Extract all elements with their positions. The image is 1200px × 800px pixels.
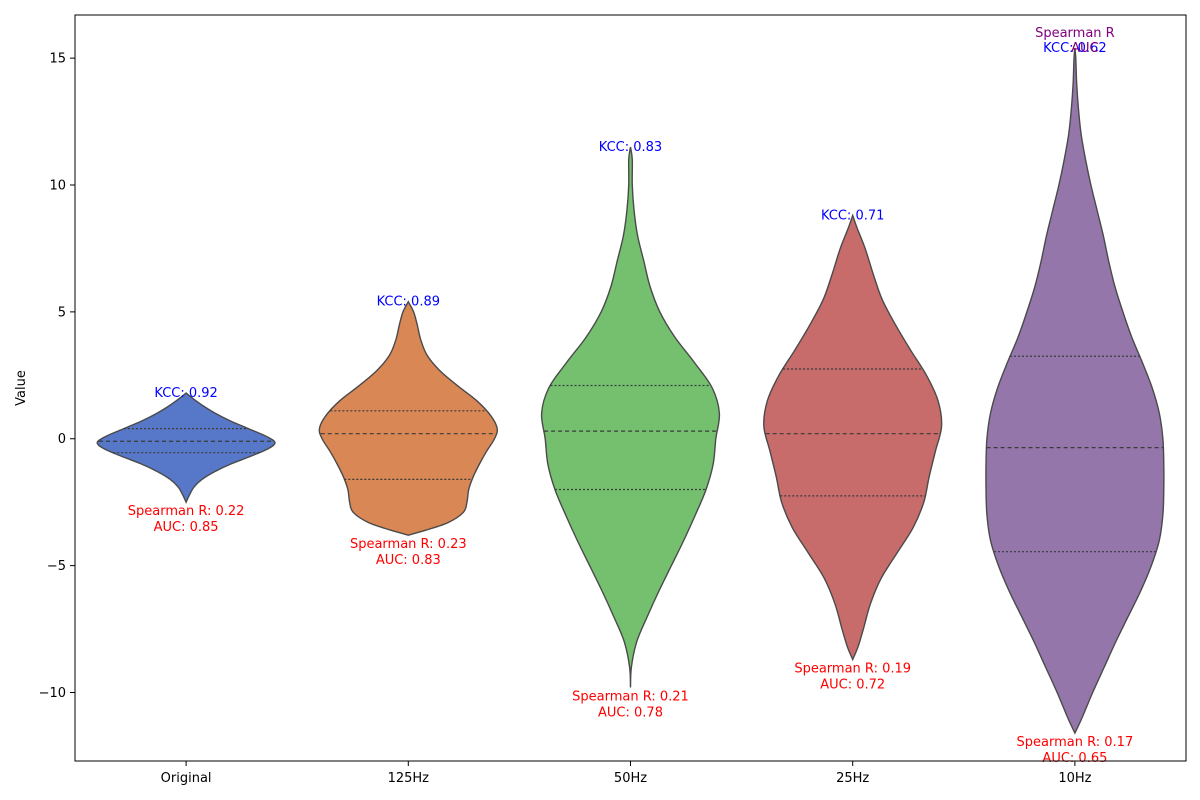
x-axis: Original 125Hz 50Hz 25Hz 10Hz <box>161 761 1092 786</box>
kcc-annotation: KCC: 0.92 <box>154 386 217 401</box>
auc-annotation: AUC: 0.65 <box>1042 751 1107 766</box>
violin-10hz <box>985 47 1165 735</box>
y-tick-label: 15 <box>49 52 66 67</box>
spearman-annotation: Spearman R: 0.17 <box>1017 735 1134 750</box>
violin-125hz <box>318 300 499 536</box>
y-tick-label: 5 <box>58 305 66 320</box>
y-axis-label: Value <box>14 370 29 406</box>
auc-annotation: AUC: 0.83 <box>376 553 441 568</box>
auc-annotation: AUC: 0.85 <box>154 520 219 535</box>
x-tick-label: Original <box>161 771 212 786</box>
auc-annotation: AUC: 0.72 <box>820 678 885 693</box>
x-tick-label: 125Hz <box>388 771 430 786</box>
violin-50hz <box>540 146 721 688</box>
auc-annotation: AUC: 0.78 <box>598 705 663 720</box>
y-axis: −10 −5 0 5 10 15 <box>39 52 75 701</box>
y-tick-label: −5 <box>47 559 66 574</box>
spearman-annotation: Spearman R: 0.22 <box>128 504 245 519</box>
violin-layer <box>96 47 1165 735</box>
spearman-annotation: Spearman R: 0.23 <box>350 537 467 552</box>
spearman-annotation: Spearman R: 0.21 <box>572 689 689 704</box>
spearman-annotation: Spearman R: 0.19 <box>794 662 911 677</box>
x-tick-label: 10Hz <box>1058 771 1091 786</box>
y-tick-label: −10 <box>39 686 66 701</box>
kcc-annotation: KCC: 0.83 <box>599 140 662 155</box>
x-tick-label: 25Hz <box>836 771 869 786</box>
violin-25hz <box>763 213 943 662</box>
kcc-annotation: KCC: 0.62 <box>1043 41 1106 56</box>
extra-auc-annotation: AUC <box>1071 41 1099 56</box>
x-tick-label: 50Hz <box>614 771 647 786</box>
y-tick-label: 0 <box>58 432 66 447</box>
kcc-annotation: KCC: 0.71 <box>821 208 884 223</box>
extra-spearman-annotation: Spearman R <box>1035 26 1115 41</box>
kcc-annotation: KCC: 0.89 <box>377 295 440 310</box>
violin-original <box>96 392 276 504</box>
y-tick-label: 10 <box>49 179 66 194</box>
